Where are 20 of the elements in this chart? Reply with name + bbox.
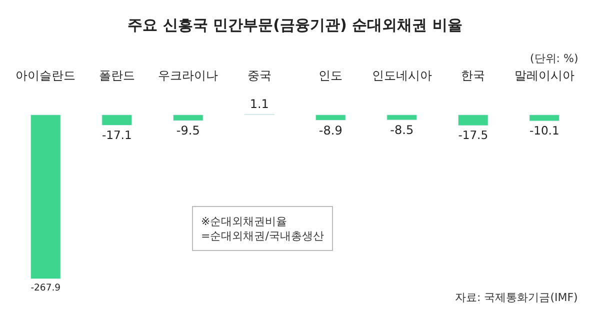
x-tick-label: 중국 — [247, 68, 272, 83]
data-label: 1.1 — [250, 97, 269, 112]
x-tick-label: 폴란드 — [98, 68, 135, 83]
chart-title: 주요 신흥국 민간부문(금융기관) 순대외채권 비율 — [128, 16, 462, 34]
x-tick-label: 한국 — [461, 68, 486, 83]
x-tick-label: 아이슬란드 — [16, 68, 76, 83]
x-tick-label: 인도 — [318, 68, 343, 83]
x-tick-label: 인도네시아 — [372, 68, 432, 83]
data-label: -17.5 — [458, 128, 488, 142]
data-label: -9.5 — [176, 124, 200, 138]
annotation: ※순대외채권비율 =순대외채권/국내총생산 — [201, 215, 324, 242]
data-label: -10.1 — [529, 124, 560, 138]
chart-subtitle: (단위: %) — [530, 52, 578, 65]
data-label: -17.1 — [102, 128, 132, 142]
x-tick-label: 말레이시아 — [514, 68, 574, 83]
data-label: -267.9 — [30, 282, 61, 294]
data-label: -8.9 — [318, 123, 342, 138]
x-tick-label: 우크라이나 — [158, 68, 218, 83]
data-label: -8.5 — [390, 123, 414, 138]
text: 자료: 국제통화기금(IMF) — [455, 291, 578, 304]
